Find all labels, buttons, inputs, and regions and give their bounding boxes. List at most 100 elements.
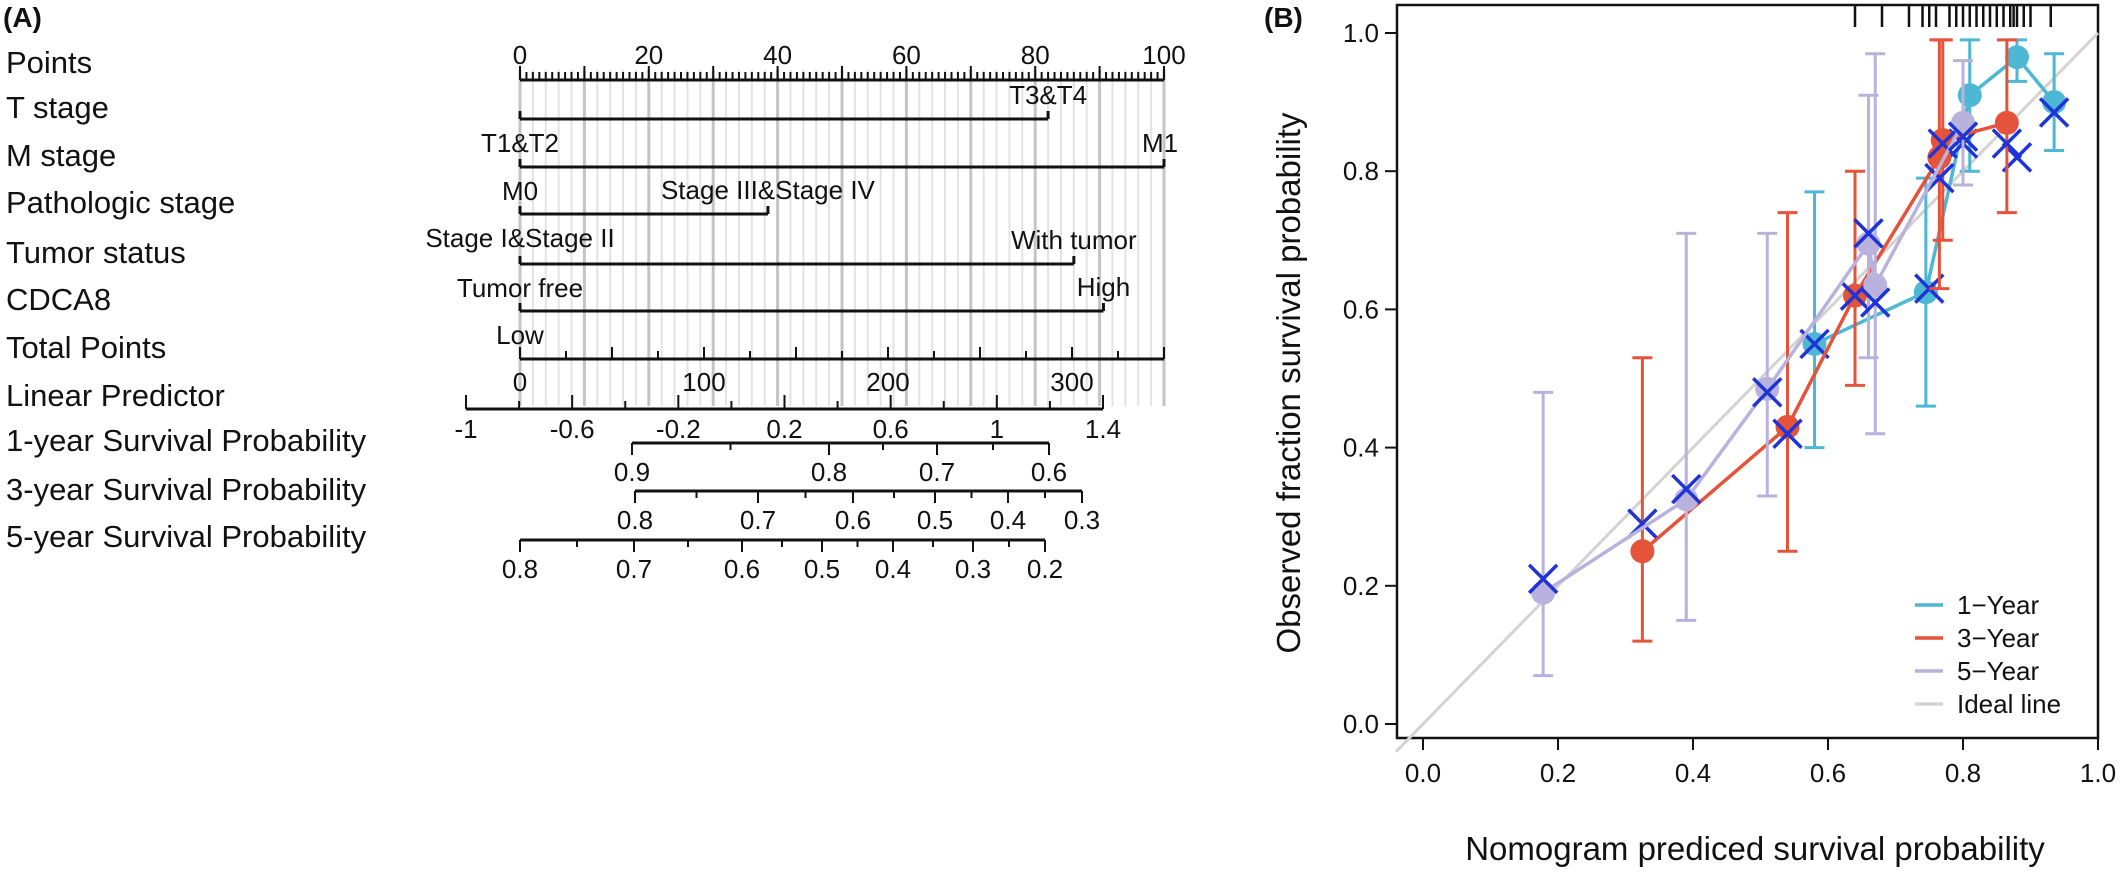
probability-tick-label: 0.7 <box>919 457 955 487</box>
y-tick-label: 1.0 <box>1343 18 1379 48</box>
data-point <box>1957 83 1982 108</box>
series-5-year <box>1527 52 1979 678</box>
cross-mark <box>1991 128 2023 159</box>
cross-mark <box>2038 97 2070 128</box>
panel-a-label: (A) <box>3 2 42 33</box>
row-label: Total Points <box>6 330 166 365</box>
row-label: CDCA8 <box>6 282 111 317</box>
linear-predictor-tick-label: -0.6 <box>550 414 595 444</box>
probability-tick-label: 0.8 <box>617 505 653 535</box>
points-tick-label: 20 <box>634 40 663 70</box>
data-point <box>1951 110 1975 135</box>
factor-low-label: T1&T2 <box>481 128 559 158</box>
data-point <box>1863 273 1888 298</box>
probability-tick-label: 0.6 <box>1031 457 1067 487</box>
factor-low-label: M0 <box>502 176 538 206</box>
cross-mark <box>1671 473 1702 505</box>
panel-b-label: (B) <box>1264 2 1303 33</box>
row-label: Pathologic stage <box>6 185 235 220</box>
linear-predictor-tick-label: 1.4 <box>1085 414 1121 444</box>
probability-tick-label: 0.3 <box>1064 505 1100 535</box>
legend-label: Ideal line <box>1957 689 2061 719</box>
probability-tick-label: 0.8 <box>811 457 847 487</box>
factor-high-label: Stage III&Stage IV <box>661 175 876 205</box>
probability-tick-label: 0.3 <box>955 554 991 584</box>
linear-predictor-tick-label: -1 <box>454 414 477 444</box>
legend-label: 1−Year <box>1957 590 2040 620</box>
probability-tick-label: 0.8 <box>502 554 538 584</box>
total-points-tick-label: 100 <box>682 367 725 397</box>
data-point <box>2005 45 2029 70</box>
y-tick-label: 0.4 <box>1343 433 1379 463</box>
series-3-year <box>1627 38 2023 643</box>
series-1-year <box>1799 38 2070 450</box>
factor-high-label: T3&T4 <box>1009 80 1087 110</box>
probability-tick-label: 0.5 <box>804 554 840 584</box>
data-point <box>1531 580 1556 605</box>
points-tick-label: 40 <box>763 40 792 70</box>
x-tick-label: 0.8 <box>1945 758 1981 788</box>
y-tick-label: 0.8 <box>1343 156 1379 186</box>
probability-tick-label: 0.9 <box>614 457 650 487</box>
y-tick-label: 0.2 <box>1343 571 1379 601</box>
probability-tick-label: 0.2 <box>1027 554 1063 584</box>
row-label: 3-year Survival Probability <box>6 472 367 507</box>
row-label: 5-year Survival Probability <box>6 519 367 554</box>
points-tick-label: 100 <box>1142 40 1185 70</box>
x-tick-label: 0.6 <box>1810 758 1846 788</box>
cross-mark <box>1927 128 1958 159</box>
probability-tick-label: 0.4 <box>990 505 1026 535</box>
cross-mark <box>1752 377 1783 408</box>
probability-tick-label: 0.7 <box>740 505 776 535</box>
x-tick-label: 0.0 <box>1405 758 1441 788</box>
linear-predictor-tick-label: 0.2 <box>766 414 802 444</box>
linear-predictor-tick-label: 1 <box>990 414 1004 444</box>
row-label: 1-year Survival Probability <box>6 423 367 458</box>
calibration-plot: 0.0 0.2 0.4 0.6 0.8 1.0 0.0 0.2 0.4 0.6 0.8 1.0 1−Ye… <box>1343 3 2116 788</box>
probability-tick-label: 0.7 <box>616 554 652 584</box>
data-point <box>1630 539 1655 564</box>
total-points-tick-label: 300 <box>1050 367 1093 397</box>
points-tick-label: 0 <box>513 40 527 70</box>
row-label: T stage <box>6 90 109 125</box>
legend-label: 5−Year <box>1957 656 2040 686</box>
plot-frame <box>1395 3 2100 740</box>
nomogram-panel: (A) Points 0 20 40 60 80 100 T stage T3&T4 T1&T2 M… <box>3 2 1186 584</box>
legend-label: 3−Year <box>1957 623 2040 653</box>
factor-high-label: M1 <box>1142 128 1178 158</box>
factor-low-label: Tumor free <box>457 273 583 303</box>
total-points-tick-label: 0 <box>513 367 527 397</box>
total-points-tick-label: 200 <box>866 367 909 397</box>
y-axis-title: Observed fraction survival probability <box>1270 112 1307 654</box>
factor-low-label: Low <box>496 320 544 350</box>
cross-mark <box>1527 563 1559 595</box>
points-tick-label: 60 <box>892 40 921 70</box>
row-label: Points <box>6 45 92 80</box>
factor-high-label: High <box>1077 272 1130 302</box>
y-tick-label: 0.0 <box>1343 709 1379 739</box>
factor-low-label: Stage I&Stage II <box>425 223 614 253</box>
series-line <box>1542 121 1965 595</box>
probability-tick-label: 0.5 <box>917 505 953 535</box>
factor-high-label: With tumor <box>1011 225 1137 255</box>
ideal-line <box>1394 31 2100 753</box>
row-label: Linear Predictor <box>6 378 225 413</box>
cross-mark <box>1772 418 1803 450</box>
data-point <box>1775 414 1800 439</box>
data-point <box>1755 376 1780 401</box>
nomogram-rows: Points 0 20 40 60 80 100 T stage T3&T4 T1&T2 M sta… <box>6 40 1186 584</box>
probability-tick-label: 0.6 <box>724 554 760 584</box>
x-tick-label: 1.0 <box>2080 758 2116 788</box>
probability-tick-label: 0.4 <box>875 554 911 584</box>
cross-mark <box>1799 328 1830 360</box>
data-point <box>1994 110 2019 135</box>
x-tick-label: 0.2 <box>1540 758 1576 788</box>
row-label: M stage <box>6 138 116 173</box>
points-tick-label: 80 <box>1021 40 1050 70</box>
linear-predictor-tick-label: -0.2 <box>656 414 701 444</box>
row-label: Tumor status <box>6 235 186 270</box>
cross-mark <box>1853 218 1884 249</box>
cross-mark <box>1947 121 1979 152</box>
cross-mark <box>1860 287 1891 318</box>
